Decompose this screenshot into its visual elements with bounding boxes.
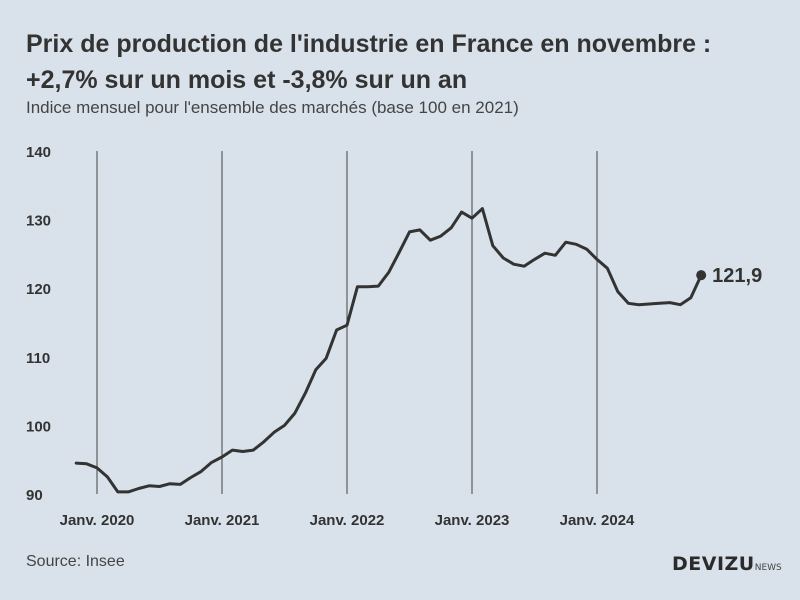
source-note: Source: Insee (26, 553, 125, 570)
y-tick-label-100: 100 (26, 418, 51, 435)
series-line (74, 207, 703, 494)
end-point-marker (696, 270, 707, 281)
y-tick-label-140: 140 (26, 144, 51, 161)
chart-title: Prix de production de l'industrie en Fra… (26, 30, 712, 94)
brand-logo: DEVIZUNEWS (672, 553, 782, 575)
chart-subtitle: Indice mensuel pour l'ensemble des march… (26, 98, 519, 117)
x-tick-label-2021-01: Janv. 2021 (185, 512, 260, 529)
x-tick-label-2024-01: Janv. 2024 (560, 512, 635, 529)
y-tick-label-120: 120 (26, 281, 51, 298)
y-tick-label-110: 110 (26, 350, 50, 367)
x-tick-label-2023-01: Janv. 2023 (435, 512, 510, 529)
x-tick-label-2022-01: Janv. 2022 (310, 512, 385, 529)
brand-name: DEVIZU (672, 553, 755, 575)
y-tick-label-90: 90 (26, 487, 43, 504)
brand-suffix: NEWS (754, 563, 782, 573)
y-tick-label-130: 130 (26, 213, 51, 230)
x-tick-label-2020-01: Janv. 2020 (60, 512, 135, 529)
end-value-label: 121,9 (712, 265, 762, 287)
